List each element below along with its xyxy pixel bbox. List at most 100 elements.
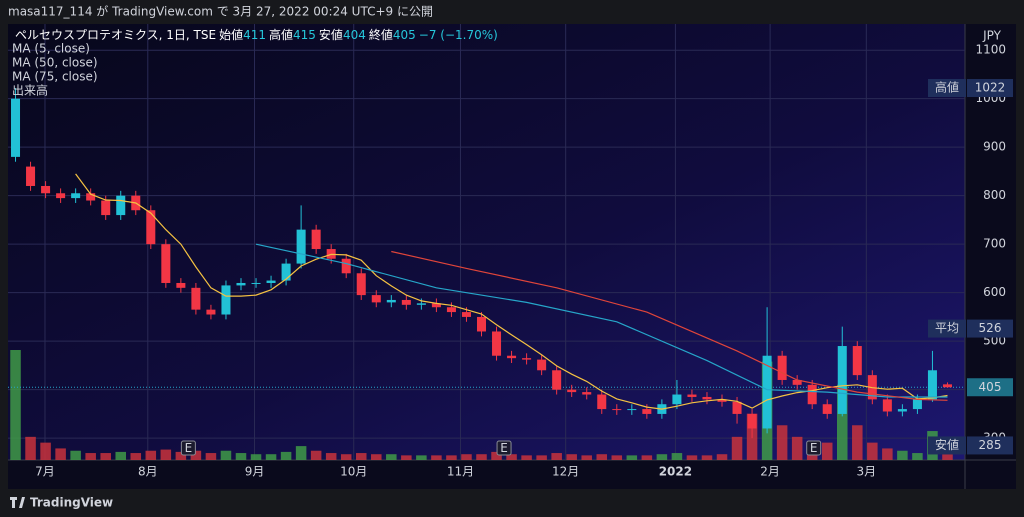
candle-body — [26, 166, 36, 186]
candle-body — [672, 394, 682, 405]
earnings-marker: E — [810, 441, 818, 455]
x-tick-label: 2022 — [659, 465, 692, 479]
volume-bar — [130, 453, 142, 460]
price-label-box — [967, 319, 1013, 338]
candle-body — [747, 413, 757, 429]
candle-body — [597, 394, 607, 410]
candle-body — [522, 358, 532, 360]
volume-bar — [506, 454, 517, 460]
volume-bar — [371, 454, 382, 460]
volume-bar — [100, 453, 111, 460]
candle-body — [717, 399, 727, 402]
candle-body — [416, 303, 426, 305]
candle-body — [837, 346, 847, 414]
price-label-name: 高値 — [935, 80, 959, 95]
volume-bar — [401, 455, 412, 460]
volume-bar — [731, 436, 743, 460]
volume-bar — [115, 451, 126, 460]
earnings-marker-box — [806, 440, 822, 456]
volume-bar — [145, 450, 157, 460]
volume-bar — [431, 455, 442, 460]
volume-bar — [220, 450, 232, 460]
legend-indicator: 出来高 — [12, 83, 48, 98]
last-price-label: 405 — [979, 380, 1002, 394]
candle-body — [552, 370, 562, 390]
legend-field-label: 安値 — [319, 27, 343, 42]
volume-bar — [205, 453, 217, 460]
candle-body — [431, 303, 441, 308]
volume-bar — [325, 453, 337, 460]
candle-body — [492, 331, 502, 356]
x-tick-label: 3月 — [856, 465, 876, 479]
y-tick-label: 600 — [983, 285, 1006, 299]
volume-bar — [190, 450, 202, 460]
legend-field-value: 411 — [243, 28, 266, 42]
candle-body — [221, 285, 231, 315]
x-tick-label: 8月 — [138, 465, 158, 479]
volume-bar — [461, 454, 472, 460]
y-tick-label: 900 — [983, 140, 1006, 154]
price-label-name: 安値 — [935, 437, 959, 452]
candle-body — [401, 299, 411, 305]
legend-indicator: MA (5, close) — [12, 42, 90, 56]
volume-bar — [521, 455, 532, 460]
price-label-box — [928, 436, 966, 455]
candle-body — [612, 409, 622, 411]
candle-body — [762, 355, 772, 429]
publish-header: masa117_114 が TradingView.com で 3月 27, 2… — [8, 4, 433, 19]
candle-body — [642, 409, 652, 414]
price-label-name: 平均 — [935, 321, 959, 335]
y-tick-label: 800 — [983, 188, 1006, 202]
volume-bar — [942, 454, 953, 460]
volume-bar — [867, 442, 878, 460]
legend-indicator: MA (50, close) — [12, 56, 98, 70]
volume-bar — [776, 425, 788, 460]
candle-body — [386, 299, 396, 303]
legend-field-value: 405 — [393, 28, 416, 42]
x-tick-label: 7月 — [35, 465, 55, 479]
volume-bar — [310, 450, 322, 460]
price-label-value: 526 — [979, 321, 1002, 335]
candle-body — [236, 282, 246, 286]
ma-line — [255, 243, 948, 398]
candle-body — [356, 273, 366, 296]
candle-body — [897, 409, 907, 412]
volume-bar — [280, 451, 292, 460]
volume-bar — [686, 455, 698, 460]
volume-bar — [821, 442, 833, 460]
candle-body — [191, 287, 201, 310]
price-label-box — [928, 319, 966, 338]
candle-body — [101, 200, 111, 216]
volume-bar — [295, 446, 307, 460]
volume-bar — [355, 453, 367, 460]
legend-field-label: 終値 — [369, 27, 393, 42]
price-label-value: 1022 — [975, 81, 1006, 95]
last-price-box — [967, 378, 1013, 397]
legend-change: −7 (−1.70%) — [419, 28, 498, 42]
volume-bar — [386, 454, 397, 460]
volume-bar — [656, 454, 668, 460]
volume-bar — [791, 436, 803, 460]
footer-logo: TradingView — [10, 496, 113, 510]
candle-body — [792, 379, 802, 385]
earnings-marker-box — [180, 440, 196, 456]
candle-body — [582, 392, 592, 395]
volume-bar — [25, 436, 36, 460]
volume-bar — [491, 451, 502, 460]
candle-body — [687, 394, 697, 397]
volume-bar — [340, 454, 352, 460]
ma-line — [75, 173, 948, 410]
candle-body — [912, 399, 922, 410]
candle-body — [341, 258, 351, 274]
legend-field-value: 415 — [293, 28, 316, 42]
candle-body — [146, 210, 156, 245]
candle-body — [281, 263, 291, 281]
price-label-box — [967, 79, 1013, 98]
legend-field-label: 高値 — [269, 27, 293, 42]
candle-body — [882, 399, 892, 412]
candle-body — [567, 389, 577, 393]
volume-bar — [641, 455, 653, 460]
volume-bar — [701, 455, 713, 460]
volume-bar — [265, 454, 277, 460]
